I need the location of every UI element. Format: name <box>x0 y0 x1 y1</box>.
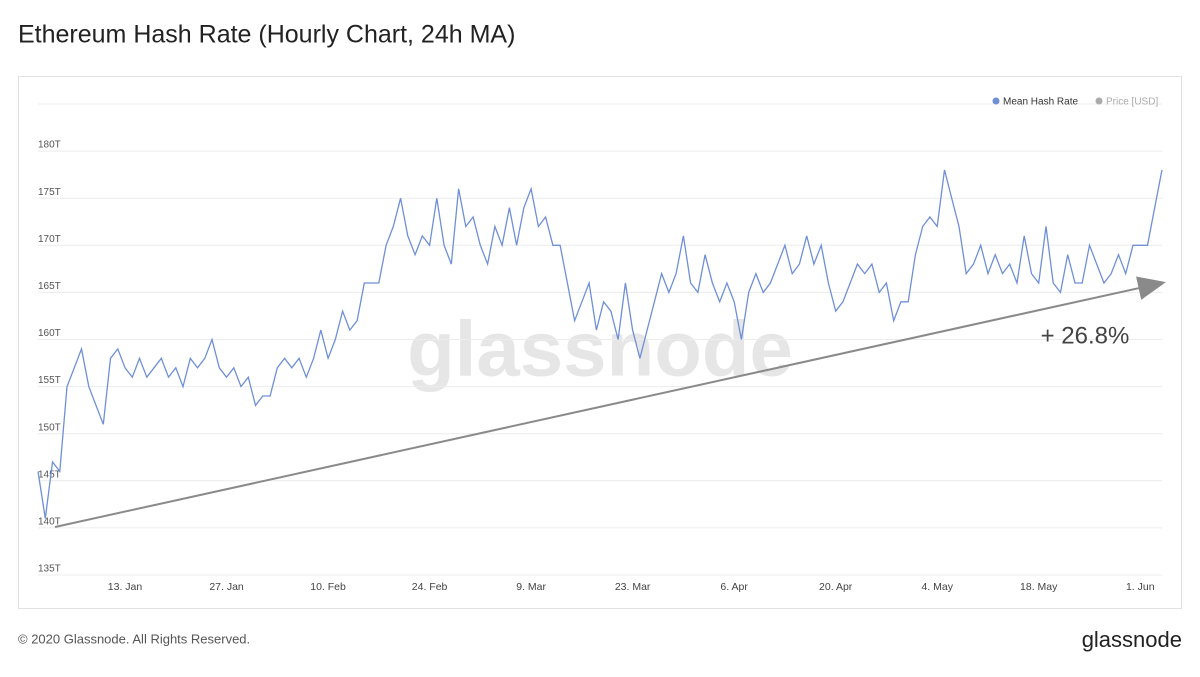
legend-marker <box>992 97 1000 105</box>
x-tick-label: 23. Mar <box>615 581 651 593</box>
x-tick-label: 27. Jan <box>209 581 244 593</box>
y-tick-label: 140T <box>38 517 61 528</box>
y-tick-label: 155T <box>38 375 61 386</box>
annotation: + 26.8% <box>1041 322 1130 349</box>
x-tick-label: 24. Feb <box>412 581 448 593</box>
y-tick-label: 135T <box>38 564 61 575</box>
x-tick-label: 20. Apr <box>819 581 853 593</box>
trend-arrow <box>54 276 1166 528</box>
x-tick-label: 9. Mar <box>516 581 546 593</box>
y-tick-label: 145T <box>38 469 61 480</box>
legend-label[interactable]: Price [USD] <box>1106 97 1158 108</box>
plot: 135T 140T 145T 150T 155T 160T 165T 170T 175T 180T… <box>37 140 1163 593</box>
y-tick-label: 180T <box>38 140 61 151</box>
y-tick-label: 160T <box>38 328 61 339</box>
footer: © 2020 Glassnode. All Rights Reserved. <box>18 631 250 646</box>
x-tick-label: 1. Jun <box>1126 581 1155 593</box>
x-tick-label: 18. May <box>1020 581 1058 593</box>
x-tick-label: 13. Jan <box>108 581 143 593</box>
data-line <box>37 169 1163 519</box>
legend-label[interactable]: Mean Hash Rate <box>1003 97 1078 108</box>
y-tick-label: 175T <box>38 187 61 198</box>
y-tick-label: 150T <box>38 422 61 433</box>
x-tick-label: 4. May <box>921 581 953 593</box>
logo: glassnode <box>1082 627 1182 652</box>
legend-marker <box>1095 97 1103 105</box>
y-tick-label: 165T <box>38 281 61 292</box>
chart-title: Ethereum Hash Rate (Hourly Chart, 24h MA… <box>18 21 515 49</box>
x-tick-label: 10. Feb <box>310 581 346 593</box>
x-tick-label: 6. Apr <box>720 581 748 593</box>
chart-frame <box>18 76 1182 609</box>
y-tick-label: 170T <box>38 234 61 245</box>
